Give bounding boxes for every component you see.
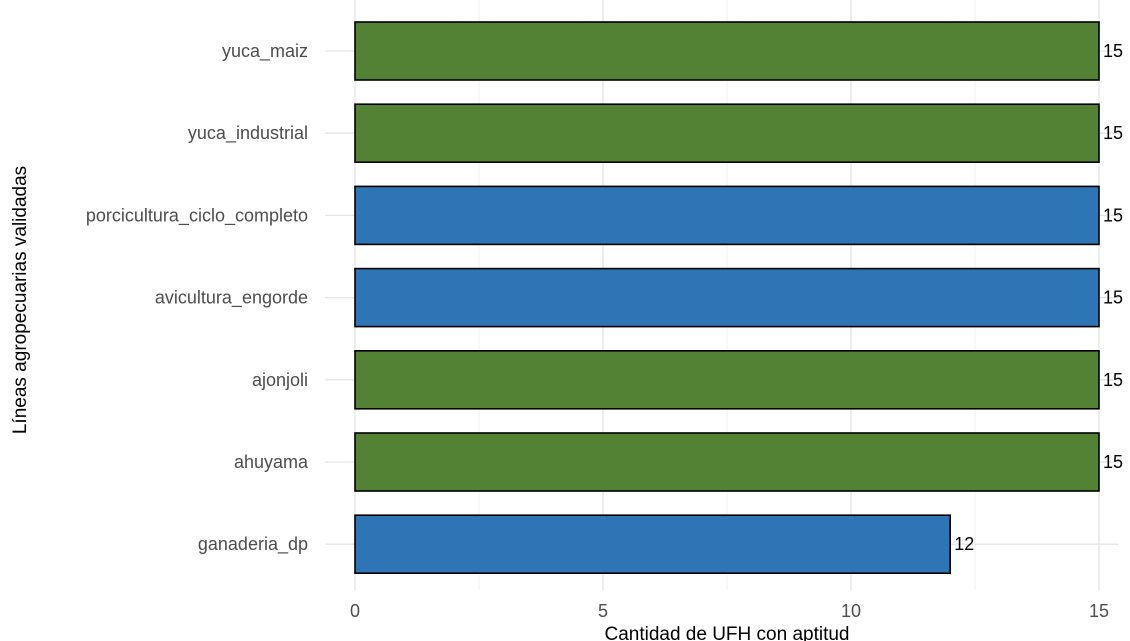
bar-porcicultura_ciclo_completo — [354, 185, 1100, 246]
category-label: ajonjoli — [252, 370, 308, 390]
bar-value-label: 12 — [954, 534, 974, 554]
bars — [354, 21, 1100, 575]
bar-value-label: 15 — [1103, 370, 1123, 390]
category-label: avicultura_engorde — [155, 288, 308, 309]
category-label: ganaderia_dp — [198, 534, 308, 555]
category-label: yuca_maiz — [222, 41, 308, 62]
x-tick-labels: 0 5 10 15 — [350, 601, 1109, 621]
bar-value-label: 15 — [1103, 123, 1123, 143]
x-axis-title: Cantidad de UFH con aptitud — [604, 624, 849, 641]
category-label: ahuyama — [234, 452, 309, 472]
data-labels: 15 15 15 15 15 15 12 — [954, 41, 1123, 554]
x-tick-label: 10 — [841, 601, 861, 621]
category-labels: yuca_maiz yuca_industrial porcicultura_cic… — [86, 41, 309, 555]
bar-ajonjoli — [354, 349, 1100, 410]
bar-value-label: 15 — [1103, 288, 1123, 308]
bar-yuca_maiz — [354, 21, 1100, 81]
bar-value-label: 15 — [1103, 205, 1123, 225]
bar-avicultura_engorde — [354, 267, 1100, 328]
bar-ganaderia_dp — [354, 514, 952, 575]
x-tick-label: 0 — [350, 601, 360, 621]
bar-ahuyama — [354, 432, 1100, 492]
y-axis-title: Líneas agropecuarias validadas — [10, 166, 31, 434]
x-tick-label: 15 — [1089, 601, 1109, 621]
category-label: yuca_industrial — [188, 123, 308, 144]
category-label: porcicultura_ciclo_completo — [86, 205, 308, 226]
bar-value-label: 15 — [1103, 452, 1123, 472]
bar-value-label: 15 — [1103, 41, 1123, 61]
bar-yuca_industrial — [354, 103, 1100, 163]
x-tick-label: 5 — [598, 601, 608, 621]
